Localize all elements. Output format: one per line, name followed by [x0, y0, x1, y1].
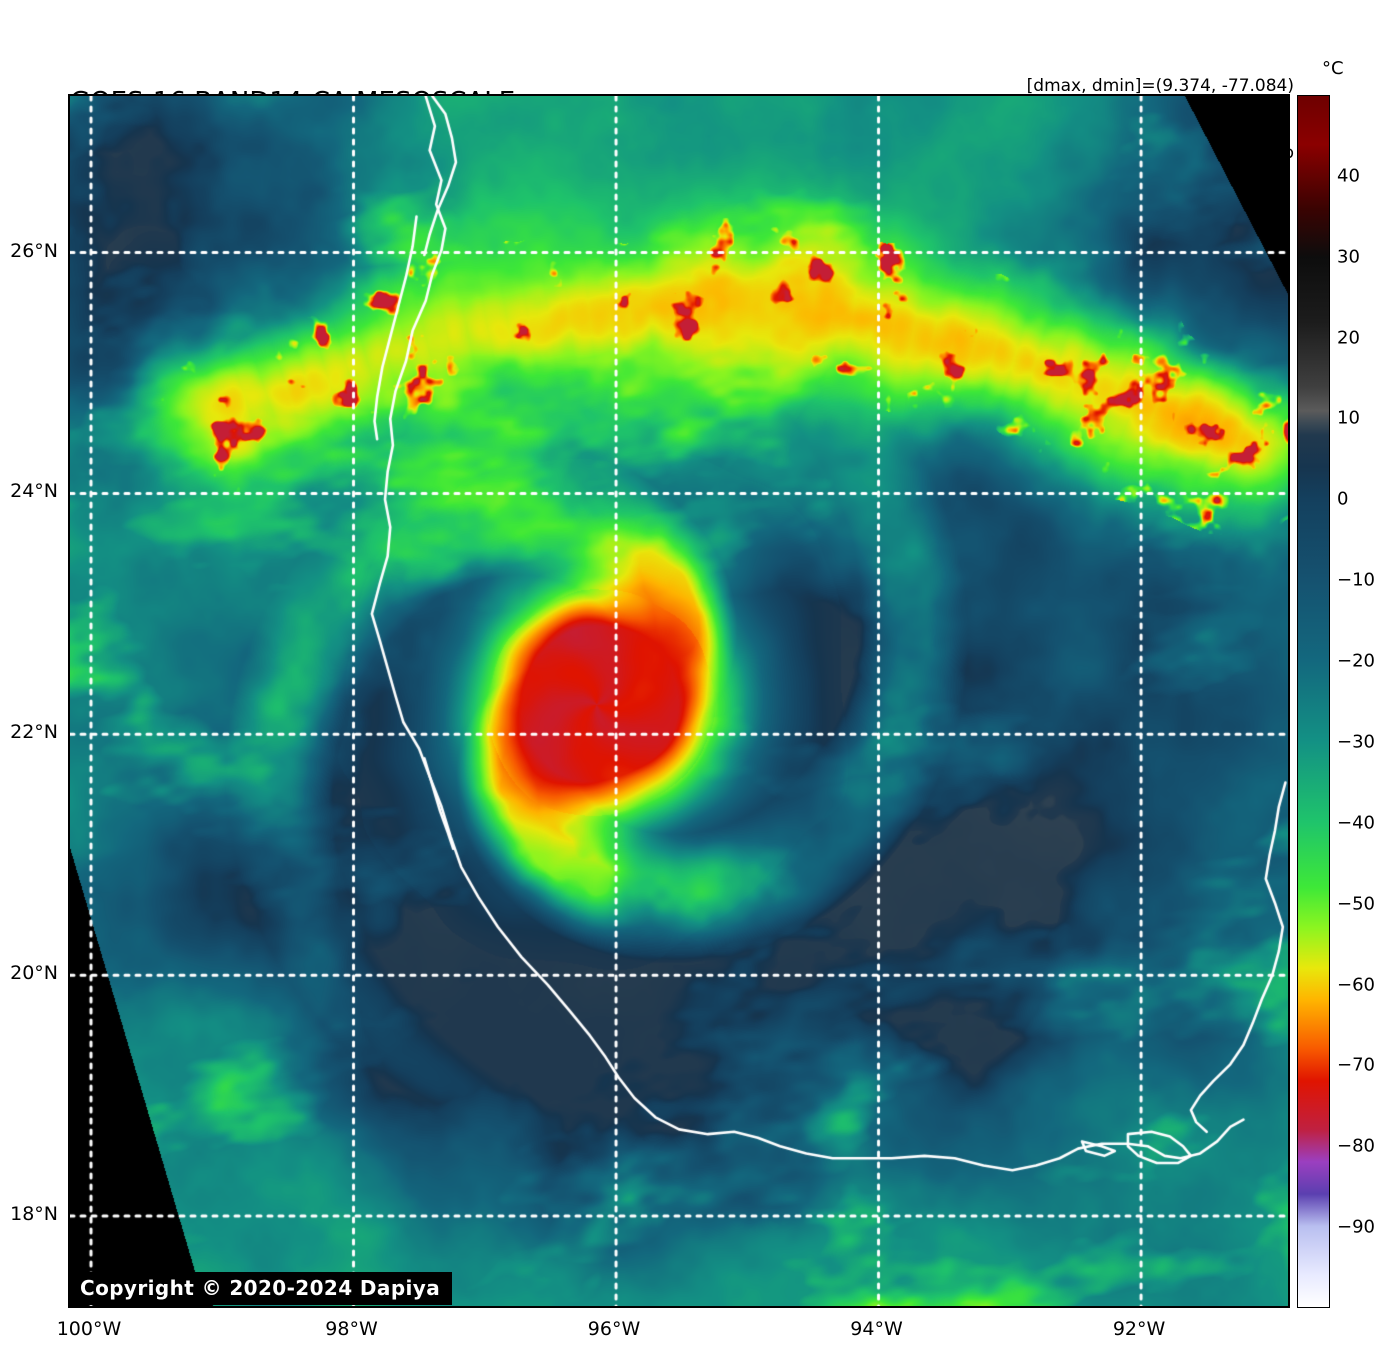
satellite-imagery-canvas — [70, 96, 1288, 1306]
x-tick-minus92: 92°W — [1112, 1318, 1166, 1340]
x-tick-minus100: 100°W — [56, 1318, 122, 1340]
colorbar-gradient — [1298, 96, 1329, 1307]
y-tick-24: 24°N — [10, 480, 58, 503]
colorbar-unit-label: °C — [1322, 58, 1344, 79]
y-tick-22: 22°N — [10, 721, 58, 744]
data-range-label: [dmax, dmin]=(9.374, -77.084) — [1026, 75, 1294, 96]
satellite-map[interactable] — [68, 94, 1290, 1308]
colorbar-tick-minus70: −70 — [1337, 1054, 1375, 1076]
x-tick-minus96: 96°W — [587, 1318, 641, 1340]
y-tick-20: 20°N — [10, 962, 58, 985]
y-tick-26: 26°N — [10, 239, 58, 262]
colorbar-tick-minus60: −60 — [1337, 974, 1375, 996]
x-tick-minus94: 94°W — [850, 1318, 903, 1340]
y-tick-18: 18°N — [10, 1203, 58, 1226]
colorbar-tick-minus50: −50 — [1337, 893, 1375, 915]
colorbar-tick-20: 20 — [1337, 327, 1360, 349]
colorbar-tick-minus40: −40 — [1337, 812, 1375, 834]
colorbar-tick-40: 40 — [1337, 165, 1360, 187]
colorbar-tick-0: 0 — [1337, 488, 1349, 510]
colorbar-tick-labels: 40 30 20 10 0 −10 −20 −30 −40 −50 −60 −70 −80 −90 — [1333, 95, 1390, 1308]
colorbar-tick-minus30: −30 — [1337, 731, 1375, 753]
colorbar-tick-30: 30 — [1337, 246, 1360, 268]
colorbar[interactable] — [1297, 95, 1330, 1308]
x-tick-minus98: 98°W — [325, 1318, 378, 1340]
copyright-watermark: Copyright © 2020-2024 Dapiya — [70, 1272, 453, 1305]
colorbar-tick-minus20: −20 — [1337, 650, 1375, 672]
colorbar-tick-minus80: −80 — [1337, 1135, 1375, 1157]
colorbar-tick-10: 10 — [1337, 407, 1360, 429]
colorbar-tick-minus90: −90 — [1337, 1216, 1375, 1238]
colorbar-tick-minus10: −10 — [1337, 569, 1375, 591]
